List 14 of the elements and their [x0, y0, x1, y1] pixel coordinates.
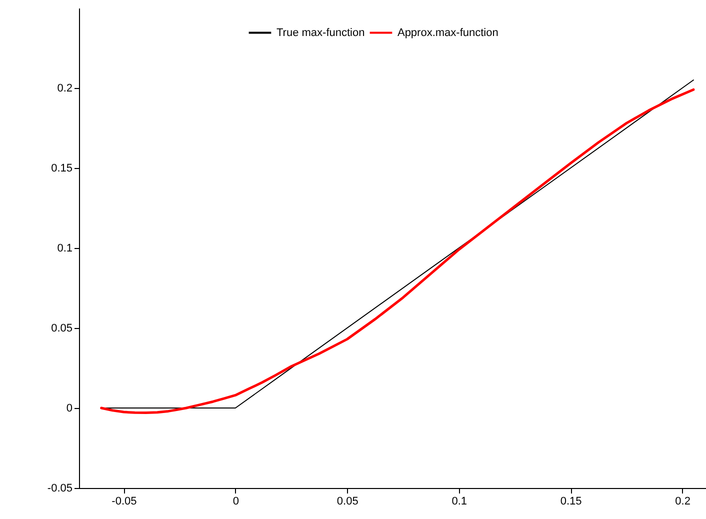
legend-label: True max-function — [276, 26, 365, 39]
y-tick-label: 0 — [66, 402, 72, 414]
x-tick-label: -0.05 — [112, 496, 137, 508]
y-tick-label: 0.2 — [57, 82, 72, 94]
x-tick-label: 0.05 — [336, 496, 358, 508]
y-tick-label: 0.1 — [57, 242, 72, 254]
x-tick-label: 0.1 — [452, 496, 468, 508]
y-tick-label: 0.15 — [51, 162, 72, 174]
y-tick-label: 0.05 — [51, 322, 72, 334]
legend-label: Approx.max-function — [397, 26, 498, 39]
x-tick-label: 0 — [232, 496, 239, 508]
y-tick-label: -0.05 — [47, 482, 72, 494]
x-tick-label: 0.2 — [675, 496, 690, 508]
x-tick-label: 0.15 — [560, 496, 582, 508]
